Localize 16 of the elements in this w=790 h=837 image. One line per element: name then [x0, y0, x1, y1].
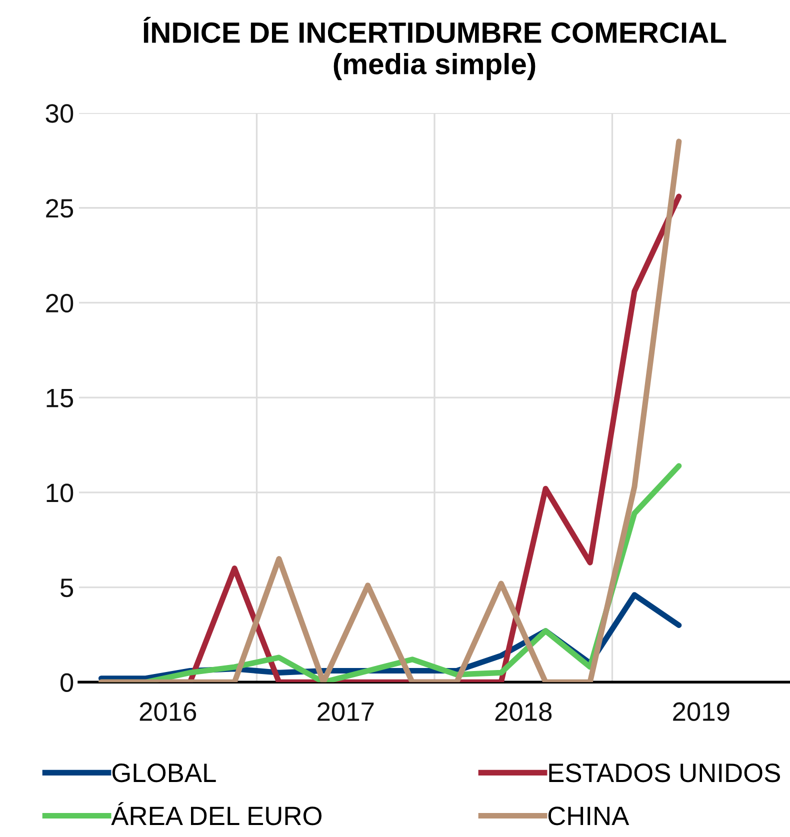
y-tick-label: 10 — [46, 484, 74, 502]
x-tick-label: 2018 — [495, 702, 552, 721]
y-tick-label: 20 — [46, 294, 74, 313]
legend-label: ESTADOS UNIDOS — [549, 764, 780, 782]
x-tick-label: 2016 — [140, 702, 196, 721]
y-tick-label: 5 — [60, 578, 74, 598]
x-tick-label: 2019 — [673, 702, 730, 721]
x-tick-label: 2017 — [318, 702, 374, 721]
y-tick-label: 30 — [46, 104, 74, 123]
y-tick-label: 25 — [46, 198, 74, 218]
y-tick-label: 15 — [46, 388, 74, 408]
legend-label: CHINA — [548, 806, 630, 826]
chart-title: ÍNDICE DE INCERTIDUMBRE COMERCIAL (media simple) — [144, 16, 726, 80]
y-tick-label: 0 — [60, 673, 74, 692]
legend-label: GLOBAL — [112, 764, 216, 782]
legend-label: ÁREA DEL EURO — [111, 802, 322, 826]
